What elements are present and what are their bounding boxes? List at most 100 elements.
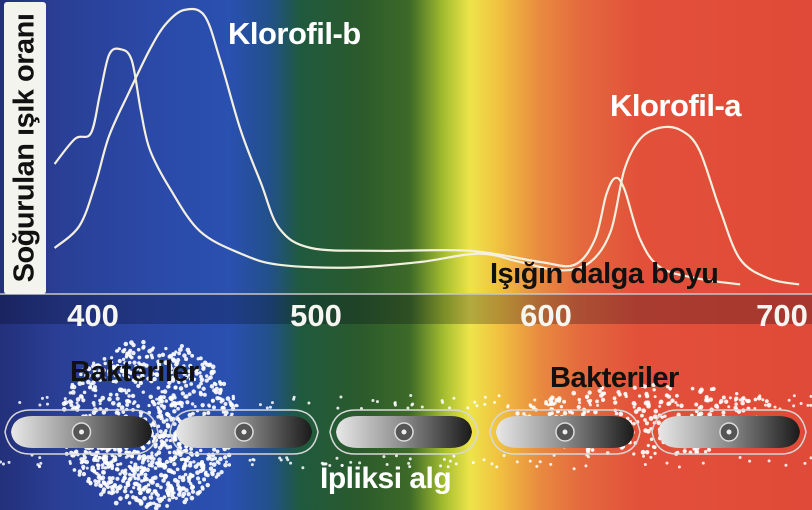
bacterium (205, 362, 210, 367)
bacterium (168, 484, 173, 489)
bacterium (639, 383, 645, 388)
bacterium (169, 370, 173, 375)
bacterium (632, 421, 636, 426)
bacterium (766, 402, 772, 408)
alga-cell (329, 409, 479, 455)
bacterium (39, 461, 43, 465)
bacterium (141, 344, 146, 349)
bacterium (115, 489, 119, 494)
bacterium (117, 402, 122, 406)
bacterium (150, 492, 154, 496)
bacterium (219, 387, 223, 392)
bacterium (411, 402, 415, 406)
bacterium (806, 403, 810, 407)
bacterium (223, 410, 229, 416)
bacterium (698, 411, 704, 416)
bacterium (167, 363, 173, 368)
bacterium (172, 450, 177, 455)
bacterium (792, 394, 796, 398)
bacterium (406, 406, 410, 410)
bacterium (156, 362, 162, 367)
bacterium (129, 460, 133, 464)
bacterium (156, 401, 161, 405)
bacterium (212, 447, 217, 452)
bacterium (152, 501, 156, 506)
bacterium (182, 353, 187, 358)
bacterium (95, 458, 100, 463)
bacterium (738, 455, 742, 459)
bacterium (176, 357, 181, 363)
bacterium (483, 395, 487, 399)
bacterium (81, 398, 86, 403)
bacterium (137, 355, 142, 360)
bacterium (100, 463, 105, 467)
bacterium (221, 381, 227, 387)
bacterium (181, 371, 186, 375)
bacterium (136, 456, 141, 461)
bacterium (748, 459, 752, 463)
bacterium (219, 397, 223, 401)
bacterium (115, 476, 120, 481)
bacterium (110, 490, 116, 495)
bacterium (649, 455, 653, 459)
bacterium (215, 449, 220, 454)
bacterium (728, 396, 732, 400)
bacterium (103, 361, 107, 366)
x-axis-label: Işığın dalga boyu (490, 258, 719, 290)
bacterium (77, 473, 82, 477)
bacterium (79, 457, 84, 462)
bacterium (142, 496, 147, 501)
bacterium (600, 386, 605, 390)
bacterium (225, 396, 231, 401)
curve-klorofil-a (53, 47, 800, 286)
bacterium (149, 457, 153, 461)
bacterium (644, 449, 650, 455)
bacterium (515, 460, 519, 464)
bacterium (643, 428, 648, 433)
bacterium (159, 485, 163, 490)
bacterium (758, 394, 762, 398)
y-axis-label-box (4, 2, 46, 294)
bacterium (101, 469, 106, 475)
bacterium (740, 400, 745, 406)
bacterium (184, 357, 189, 362)
bacterium (202, 392, 207, 397)
bacterium (182, 364, 186, 368)
bacterium (81, 467, 85, 471)
bacterium (156, 463, 161, 468)
bacterium (210, 398, 216, 403)
bacterium (708, 397, 714, 402)
bacterium (167, 380, 172, 385)
bacterium (475, 404, 479, 408)
bacterium (184, 497, 189, 502)
bacterium (97, 369, 102, 374)
bacterium (202, 477, 207, 482)
label-alga: İpliksi alg (320, 462, 452, 495)
bacterium (104, 460, 109, 465)
bacterium (164, 459, 170, 465)
bacterium (117, 358, 122, 364)
bacterium (118, 496, 123, 501)
bacterium (160, 352, 166, 358)
bacterium (159, 415, 164, 421)
bacterium (193, 404, 197, 408)
bacterium (694, 402, 699, 407)
bacterium (584, 394, 590, 399)
bacterium (116, 467, 120, 472)
bacterium (95, 373, 100, 378)
bacterium (199, 377, 205, 383)
bacterium (143, 472, 148, 477)
bacterium (101, 368, 106, 373)
bacterium (349, 460, 353, 464)
bacterium (136, 465, 140, 470)
bacterium (704, 398, 709, 403)
bacterium (733, 405, 738, 410)
bacterium (600, 397, 606, 402)
bacterium (131, 350, 136, 356)
bacterium (753, 406, 757, 410)
bacterium (177, 380, 181, 385)
bacterium (382, 455, 386, 459)
bacterium (584, 464, 588, 468)
bacterium (144, 504, 149, 509)
bacterium (195, 367, 200, 371)
